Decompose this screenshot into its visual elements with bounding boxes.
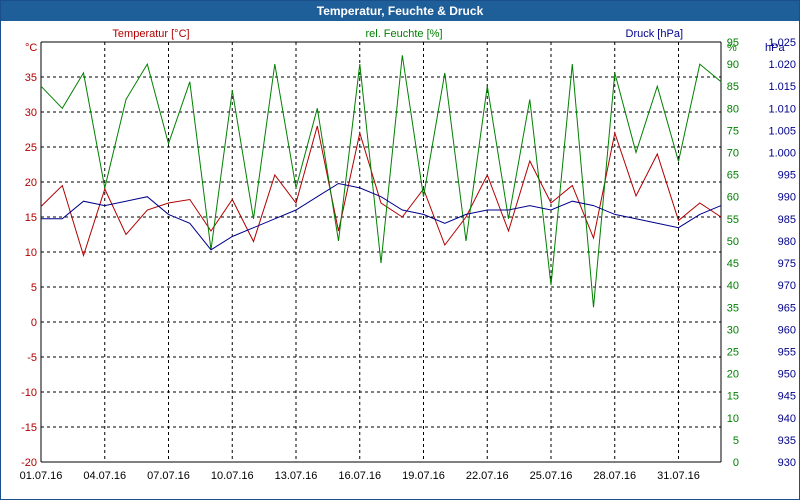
y-right1-tick-label: 90: [727, 59, 739, 71]
y-right1-tick-label: 80: [727, 103, 739, 115]
y-right2-unit: hPa: [765, 42, 785, 54]
y-left-tick-label: 10: [25, 247, 37, 259]
x-tick-label: 22.07.16: [466, 470, 509, 482]
y-right2-tick-label: 930: [778, 457, 796, 469]
y-right2-tick-label: 975: [778, 258, 796, 270]
y-right2-tick-label: 950: [778, 369, 796, 381]
y-right1-tick-label: 55: [727, 214, 739, 226]
y-left-tick-label: -10: [21, 387, 37, 399]
y-right2-tick-label: 940: [778, 413, 796, 425]
y-right2-tick-label: 960: [778, 324, 796, 336]
x-tick-label: 28.07.16: [593, 470, 636, 482]
y-right2-tick-label: 995: [778, 170, 796, 182]
legend-right2: Druck [hPa]: [626, 28, 683, 40]
series-line-right2: [41, 182, 722, 251]
y-left-tick-label: 15: [25, 212, 37, 224]
y-right1-tick-label: 25: [727, 346, 739, 358]
y-right2-tick-label: 1.015: [768, 81, 796, 93]
x-tick-label: 16.07.16: [338, 470, 381, 482]
series-line-left: [40, 125, 722, 258]
x-tick-label: 10.07.16: [211, 470, 254, 482]
x-tick-label: 07.07.16: [147, 470, 190, 482]
y-left-tick-label: 0: [31, 317, 37, 329]
y-right2-tick-label: 970: [778, 280, 796, 292]
y-right2-tick-label: 985: [778, 214, 796, 226]
y-right2-tick-label: 1.025: [768, 37, 796, 49]
y-right1-tick-label: 30: [727, 324, 739, 336]
y-right1-tick-label: 85: [727, 81, 739, 93]
y-right2-tick-label: 945: [778, 391, 796, 403]
chart-title: Temperatur, Feuchte & Druck: [1, 1, 799, 21]
y-right1-tick-label: 15: [727, 391, 739, 403]
y-right1-tick-label: 70: [727, 148, 739, 160]
y-left-tick-label: -15: [21, 422, 37, 434]
y-right1-unit: %: [727, 42, 737, 54]
y-left-tick-label: 35: [25, 72, 37, 84]
x-tick-label: 19.07.16: [402, 470, 445, 482]
y-left-tick-label: 25: [25, 142, 37, 154]
y-right1-tick-label: 40: [727, 280, 739, 292]
y-left-tick-label: 30: [25, 107, 37, 119]
y-right2-tick-label: 1.020: [768, 59, 796, 71]
y-right2-tick-label: 990: [778, 192, 796, 204]
y-right1-tick-label: 95: [727, 37, 739, 49]
y-right2-tick-label: 935: [778, 435, 796, 447]
series-line-right1: [40, 55, 722, 308]
y-right1-tick-label: 5: [733, 435, 739, 447]
x-tick-label: 25.07.16: [530, 470, 573, 482]
y-right1-tick-label: 10: [727, 413, 739, 425]
y-right1-tick-label: 65: [727, 170, 739, 182]
x-tick-label: 31.07.16: [657, 470, 700, 482]
y-right2-tick-label: 955: [778, 346, 796, 358]
y-left-tick-label: -5: [27, 352, 37, 364]
legend-left: Temperatur [°C]: [112, 28, 189, 40]
y-left-unit: °C: [25, 42, 37, 54]
y-left-tick-label: 20: [25, 177, 37, 189]
legend-right1: rel. Feuchte [%]: [365, 28, 442, 40]
x-tick-label: 13.07.16: [275, 470, 318, 482]
x-tick-label: 04.07.16: [83, 470, 126, 482]
y-right2-tick-label: 965: [778, 302, 796, 314]
y-right2-tick-label: 1.000: [768, 148, 796, 160]
y-right2-tick-label: 980: [778, 236, 796, 248]
y-right1-tick-label: 20: [727, 369, 739, 381]
y-right1-tick-label: 0: [733, 457, 739, 469]
x-tick-label: 01.07.16: [20, 470, 63, 482]
y-right1-tick-label: 75: [727, 125, 739, 137]
y-right1-tick-label: 45: [727, 258, 739, 270]
y-left-tick-label: 5: [31, 282, 37, 294]
y-right2-tick-label: 1.005: [768, 125, 796, 137]
y-right1-tick-label: 60: [727, 192, 739, 204]
y-right2-tick-label: 1.010: [768, 103, 796, 115]
y-right1-tick-label: 35: [727, 302, 739, 314]
y-right1-tick-label: 50: [727, 236, 739, 248]
y-left-tick-label: -20: [21, 457, 37, 469]
